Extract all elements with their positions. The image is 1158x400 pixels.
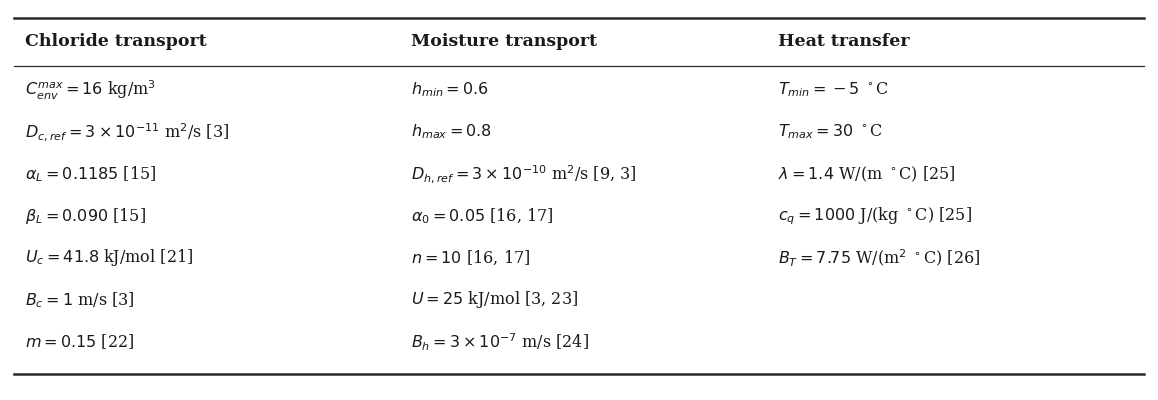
Text: $\beta_L = 0.090$ [15]: $\beta_L = 0.090$ [15] [25,206,146,226]
Text: $n = 10$ [16, 17]: $n = 10$ [16, 17] [411,249,530,267]
Text: Moisture transport: Moisture transport [411,34,598,50]
Text: $D_{c,ref} = 3 \times 10^{-11}$ m$^2$/s [3]: $D_{c,ref} = 3 \times 10^{-11}$ m$^2$/s … [25,121,229,143]
Text: Heat transfer: Heat transfer [778,34,910,50]
Text: $B_T = 7.75$ W/(m$^2$ $^\circ$C) [26]: $B_T = 7.75$ W/(m$^2$ $^\circ$C) [26] [778,248,981,268]
Text: $h_{min} = 0.6$: $h_{min} = 0.6$ [411,81,489,99]
Text: $U_c = 41.8$ kJ/mol [21]: $U_c = 41.8$ kJ/mol [21] [25,248,193,268]
Text: $B_h = 3 \times 10^{-7}$ m/s [24]: $B_h = 3 \times 10^{-7}$ m/s [24] [411,331,589,353]
Text: $m = 0.15$ [22]: $m = 0.15$ [22] [25,332,134,352]
Text: $\alpha_0 = 0.05$ [16, 17]: $\alpha_0 = 0.05$ [16, 17] [411,206,554,226]
Text: $c_q = 1000$ J/(kg $^\circ$C) [25]: $c_q = 1000$ J/(kg $^\circ$C) [25] [778,205,972,227]
Text: $U = 25$ kJ/mol [3, 23]: $U = 25$ kJ/mol [3, 23] [411,290,578,310]
Text: $C_{env}^{max} = 16$ kg/m$^3$: $C_{env}^{max} = 16$ kg/m$^3$ [25,78,156,102]
Text: $h_{max} = 0.8$: $h_{max} = 0.8$ [411,123,492,141]
Text: $T_{min} = -5\ ^\circ$C: $T_{min} = -5\ ^\circ$C [778,81,889,99]
Text: $\lambda = 1.4$ W/(m $^\circ$C) [25]: $\lambda = 1.4$ W/(m $^\circ$C) [25] [778,164,955,184]
Text: Chloride transport: Chloride transport [25,34,207,50]
Text: $B_c = 1$ m/s [3]: $B_c = 1$ m/s [3] [25,290,135,310]
Text: $T_{max} = 30\ ^\circ$C: $T_{max} = 30\ ^\circ$C [778,123,884,141]
Text: $D_{h,ref} = 3 \times 10^{-10}$ m$^2$/s [9, 3]: $D_{h,ref} = 3 \times 10^{-10}$ m$^2$/s … [411,163,637,185]
Text: $\alpha_L = 0.1185$ [15]: $\alpha_L = 0.1185$ [15] [25,164,156,184]
